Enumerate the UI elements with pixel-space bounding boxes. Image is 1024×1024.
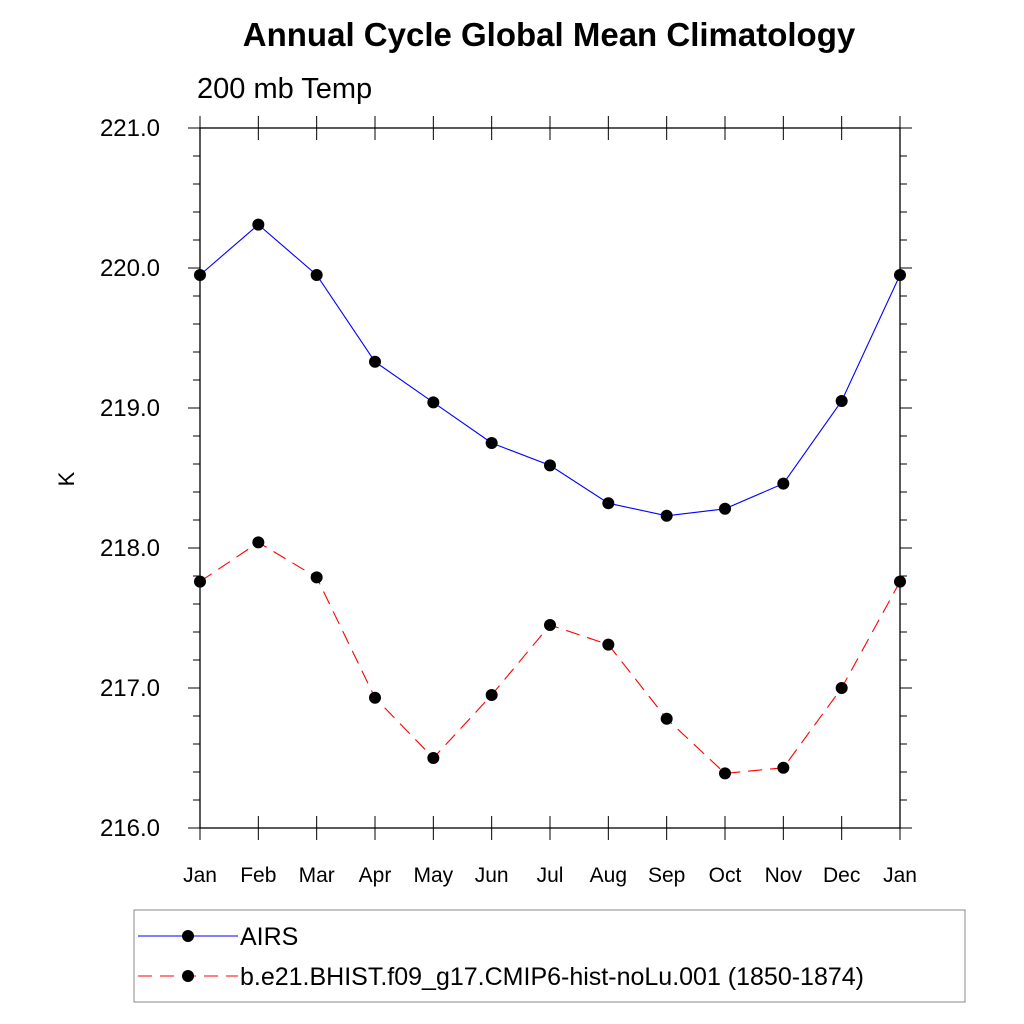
legend-items: AIRS b.e21.BHIST.f09_g17.CMIP6-hist-noLu.… bbox=[138, 923, 864, 991]
y-tick-label: 219.0 bbox=[100, 395, 160, 422]
y-tick-label: 218.0 bbox=[100, 535, 160, 562]
data-point bbox=[835, 682, 848, 694]
y-tick-label: 220.0 bbox=[100, 255, 160, 282]
y-tick-label: 221.0 bbox=[100, 115, 160, 142]
data-point bbox=[544, 459, 556, 472]
data-point bbox=[310, 269, 323, 281]
data-point bbox=[719, 767, 731, 780]
legend-marker bbox=[182, 930, 194, 942]
data-point bbox=[485, 437, 498, 449]
chart-subtitle: 200 mb Temp bbox=[197, 73, 372, 105]
chart-title: Annual Cycle Global Mean Climatology bbox=[243, 16, 856, 53]
x-tick-label: Dec bbox=[823, 864, 860, 887]
data-point bbox=[660, 712, 673, 725]
series-layer bbox=[194, 218, 906, 780]
legend-box bbox=[133, 909, 966, 1003]
plot-frame bbox=[199, 127, 901, 829]
x-tick-label: Feb bbox=[240, 864, 276, 887]
data-point bbox=[660, 509, 673, 522]
data-point bbox=[427, 396, 440, 409]
x-tick-label: May bbox=[413, 864, 453, 887]
data-point bbox=[835, 395, 848, 407]
y-tick-labels: 216.0 217.0 218.0 219.0 220.0 221.0 bbox=[100, 115, 160, 842]
series-2 bbox=[194, 536, 906, 780]
legend-item-1: AIRS bbox=[138, 923, 298, 951]
legend-label: b.e21.BHIST.f09_g17.CMIP6-hist-noLu.001 … bbox=[240, 963, 864, 991]
series-line bbox=[199, 541, 901, 774]
legend: AIRS b.e21.BHIST.f09_g17.CMIP6-hist-noLu.… bbox=[133, 909, 966, 1003]
legend-label: AIRS bbox=[240, 923, 298, 951]
data-point bbox=[719, 502, 731, 515]
x-tick-label: Aug bbox=[590, 864, 627, 887]
data-point bbox=[777, 761, 790, 774]
data-point bbox=[602, 638, 615, 651]
data-point bbox=[485, 689, 498, 701]
data-point bbox=[369, 355, 381, 368]
x-tick-label: Jun bbox=[475, 864, 509, 887]
x-tick-label: Nov bbox=[765, 864, 803, 887]
data-point bbox=[369, 691, 381, 704]
data-point bbox=[310, 571, 323, 584]
data-point bbox=[602, 497, 615, 510]
y-tick-label: 217.0 bbox=[100, 675, 160, 702]
y-axis-label: K bbox=[54, 471, 79, 486]
x-tick-label: Jan bbox=[183, 864, 217, 887]
series-1 bbox=[194, 218, 906, 522]
x-tick-label: Oct bbox=[709, 864, 742, 887]
x-tick-label: Jul bbox=[537, 864, 564, 887]
x-tick-label: Apr bbox=[359, 864, 392, 887]
x-tick-label: Jan bbox=[883, 864, 917, 887]
x-tick-labels: Jan Feb Mar Apr May Jun Jul Aug Sep Oct Nov Dec Jan bbox=[183, 864, 917, 887]
x-tick-label: Mar bbox=[299, 864, 335, 887]
x-tick-label: Sep bbox=[648, 864, 685, 887]
y-tick-label: 216.0 bbox=[100, 815, 160, 842]
legend-marker bbox=[182, 970, 194, 982]
axis-ticks bbox=[188, 116, 912, 840]
legend-item-2: b.e21.BHIST.f09_g17.CMIP6-hist-noLu.001 … bbox=[138, 963, 864, 991]
data-point bbox=[777, 477, 790, 490]
data-point bbox=[252, 218, 265, 231]
data-point bbox=[252, 536, 265, 549]
data-point bbox=[427, 752, 440, 764]
series-line bbox=[199, 223, 901, 517]
data-point bbox=[544, 619, 556, 631]
